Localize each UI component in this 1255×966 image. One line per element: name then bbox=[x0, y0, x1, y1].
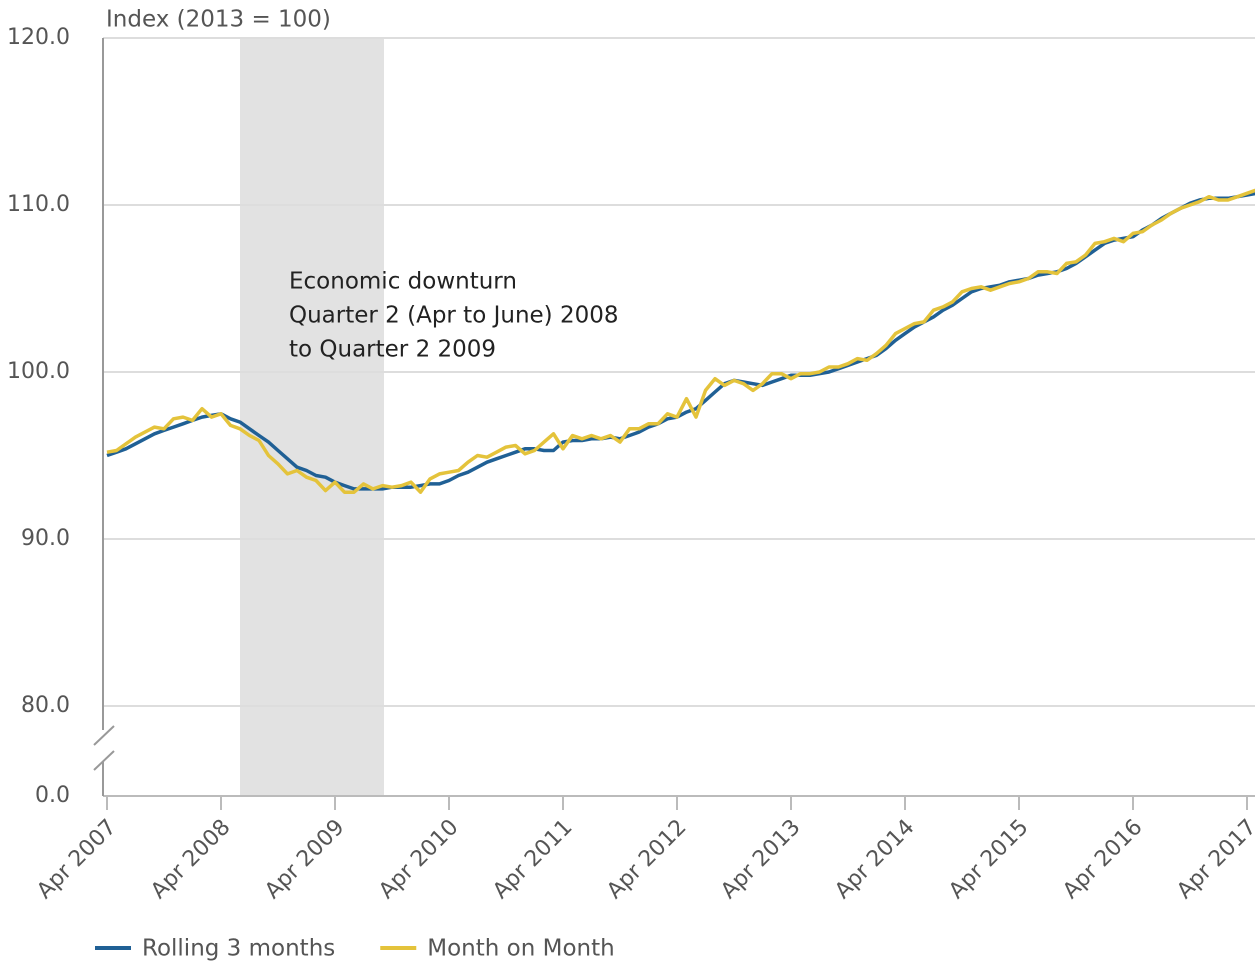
y-tick-label: 100.0 bbox=[7, 359, 70, 384]
x-tick-label: Apr 2016 bbox=[1058, 815, 1147, 904]
x-tick-label: Apr 2008 bbox=[146, 815, 235, 904]
x-tick-label: Apr 2007 bbox=[32, 815, 121, 904]
y-tick-label: 0.0 bbox=[35, 783, 70, 808]
x-tick-label: Apr 2015 bbox=[944, 815, 1033, 904]
y-tick-label: 80.0 bbox=[21, 693, 70, 718]
legend-label: Month on Month bbox=[427, 936, 614, 962]
x-tick-label: Apr 2013 bbox=[716, 815, 805, 904]
annotation: Economic downturn bbox=[289, 269, 517, 295]
line-series bbox=[106, 188, 1255, 494]
downturn-shade bbox=[240, 38, 384, 796]
y-tick-label: 120.0 bbox=[7, 25, 70, 50]
x-tick-label: Apr 2014 bbox=[830, 815, 919, 904]
line-series bbox=[106, 191, 1255, 491]
axis-break bbox=[93, 750, 115, 771]
annotation: Quarter 2 (Apr to June) 2008 bbox=[289, 303, 619, 329]
y-axis-label: Index (2013 = 100) bbox=[106, 7, 331, 33]
x-tick-label: Apr 2011 bbox=[488, 815, 577, 904]
x-tick-label: Apr 2012 bbox=[602, 815, 691, 904]
y-tick-label: 90.0 bbox=[21, 526, 70, 551]
annotation: to Quarter 2 2009 bbox=[289, 337, 496, 363]
x-tick-label: Apr 2010 bbox=[374, 815, 463, 904]
y-tick-label: 110.0 bbox=[7, 192, 70, 217]
x-tick-label: Apr 2009 bbox=[260, 815, 349, 904]
axis-break bbox=[93, 725, 115, 746]
legend-label: Rolling 3 months bbox=[142, 936, 335, 962]
x-tick-label: Apr 2017 bbox=[1172, 815, 1255, 904]
